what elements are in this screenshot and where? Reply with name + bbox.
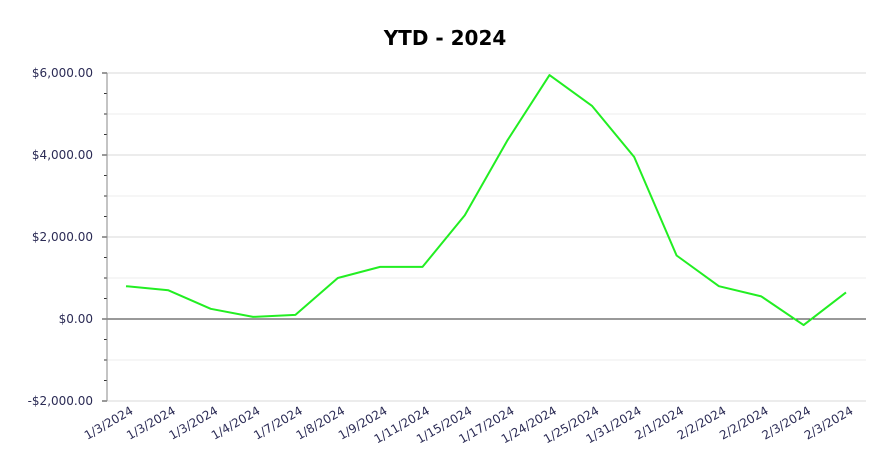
data-point[interactable] [377,264,383,270]
data-point[interactable] [208,306,214,312]
data-point[interactable] [335,275,341,281]
series-line [125,74,847,327]
data-point[interactable] [758,293,764,299]
data-point[interactable] [419,264,425,270]
x-axis-tick-labels: 1/3/20241/3/20241/3/20241/4/20241/7/2024… [82,403,856,446]
y-tick-label: $6,000.00 [32,66,93,80]
chart-title: YTD - 2024 [383,26,507,50]
data-point[interactable] [716,283,722,289]
data-point[interactable] [504,138,510,144]
data-point[interactable] [843,289,849,295]
y-tick-label: $2,000.00 [32,230,93,244]
y-tick-label: -$2,000.00 [28,394,93,408]
data-point[interactable] [674,252,680,258]
data-point[interactable] [250,314,256,320]
data-point[interactable] [631,154,637,160]
y-tick-label: $0.00 [59,312,93,326]
series-layer [123,72,849,328]
data-point[interactable] [547,72,553,78]
data-point[interactable] [462,212,468,218]
data-point[interactable] [123,283,129,289]
x-tick-label: 2/3/2024 [802,403,856,442]
y-tick-label: $4,000.00 [32,148,93,162]
data-point[interactable] [165,287,171,293]
data-point[interactable] [589,103,595,109]
data-point[interactable] [801,322,807,328]
axes [102,72,108,402]
data-point[interactable] [292,312,298,318]
y-axis-tick-labels: $6,000.00 $4,000.00 $2,000.00 $0.00 -$2,000.… [28,66,93,408]
grid-lines [107,72,866,402]
